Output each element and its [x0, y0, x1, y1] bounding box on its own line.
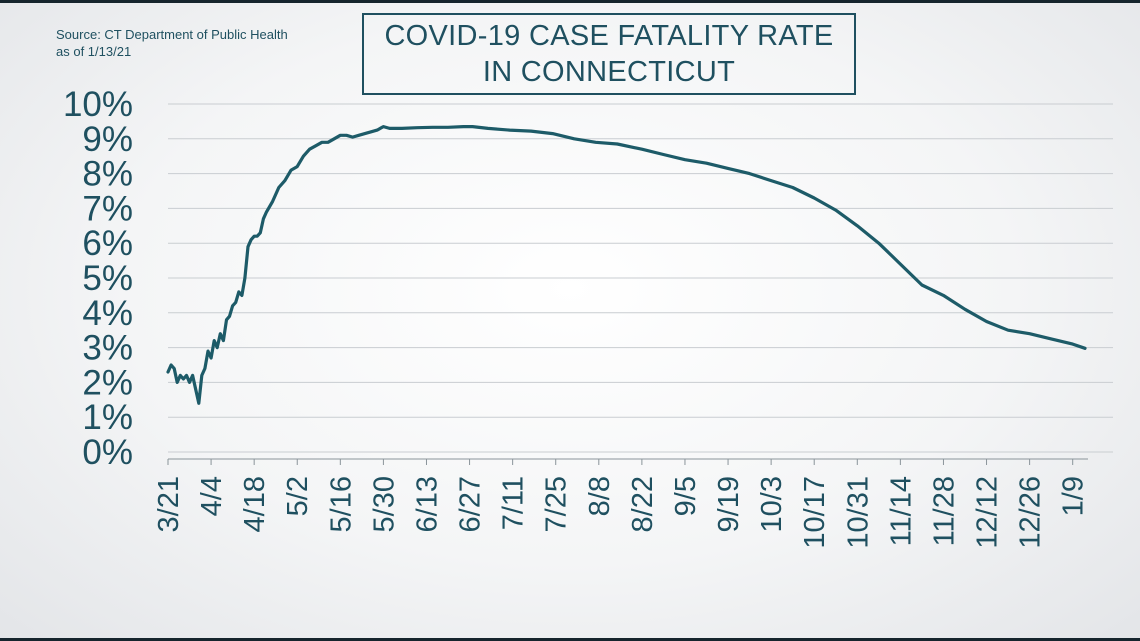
x-tick-label: 6/13 — [411, 476, 443, 532]
x-tick-label: 5/16 — [325, 476, 357, 532]
x-tick-label: 1/9 — [1058, 476, 1090, 516]
y-tick-label: 8% — [82, 155, 133, 194]
x-tick-label: 8/22 — [627, 476, 659, 532]
y-tick-label: 10% — [63, 85, 133, 124]
x-tick-label: 10/17 — [799, 476, 831, 549]
y-tick-label: 9% — [82, 120, 133, 159]
x-tick-label: 9/5 — [670, 476, 702, 516]
bottom-frame-border — [0, 638, 1140, 641]
source-note: Source: CT Department of Public Health a… — [56, 26, 288, 60]
chart-title-line-1: COVID-19 CASE FATALITY RATE — [384, 20, 834, 52]
x-tick-label: 7/25 — [541, 476, 573, 532]
fatality-rate-line — [166, 125, 1087, 405]
x-tick-label: 10/3 — [756, 476, 788, 532]
y-tick-label: 3% — [82, 329, 133, 368]
grid-lines — [168, 103, 1113, 453]
x-tick-label: 9/19 — [713, 476, 745, 532]
x-axis-ticks: 3/21 4/4 4/18 5/2 5/16 5/30 6/13 6/27 7/11 7/25 8/… — [153, 458, 1090, 549]
x-tick-label: 4/18 — [239, 476, 271, 532]
x-tick-label: 12/26 — [1015, 476, 1047, 549]
x-tick-label: 11/14 — [885, 476, 917, 546]
y-tick-label: 4% — [82, 294, 133, 333]
source-line: Source: CT Department of Public Health — [56, 27, 288, 42]
y-axis-ticks: 0%1%2%3%4%5%6%7%8%9%10% — [63, 85, 133, 472]
y-tick-label: 0% — [82, 433, 133, 472]
x-tick-label: 11/28 — [928, 476, 960, 546]
series-layer — [166, 125, 1087, 405]
chart-title-line-2: IN CONNECTICUT — [482, 56, 736, 88]
x-tick-label: 6/27 — [455, 476, 487, 532]
x-tick-label: 10/31 — [842, 476, 874, 549]
source-date: as of 1/13/21 — [56, 44, 132, 59]
y-tick-label: 6% — [82, 224, 133, 263]
x-tick-label: 3/21 — [153, 476, 185, 532]
chart-title-box: COVID-19 CASE FATALITY RATE IN CONNECTIC… — [362, 13, 856, 95]
x-tick-label: 8/8 — [584, 476, 616, 516]
x-tick-label: 12/12 — [972, 476, 1004, 549]
x-tick-label: 5/30 — [368, 476, 400, 532]
top-frame-border — [0, 0, 1140, 3]
y-tick-label: 1% — [82, 398, 133, 437]
y-tick-label: 7% — [82, 189, 133, 228]
x-tick-label: 5/2 — [282, 476, 314, 516]
y-tick-label: 2% — [82, 363, 133, 402]
x-tick-label: 4/4 — [196, 476, 228, 516]
y-tick-label: 5% — [82, 259, 133, 298]
x-tick-label: 7/11 — [498, 476, 530, 530]
